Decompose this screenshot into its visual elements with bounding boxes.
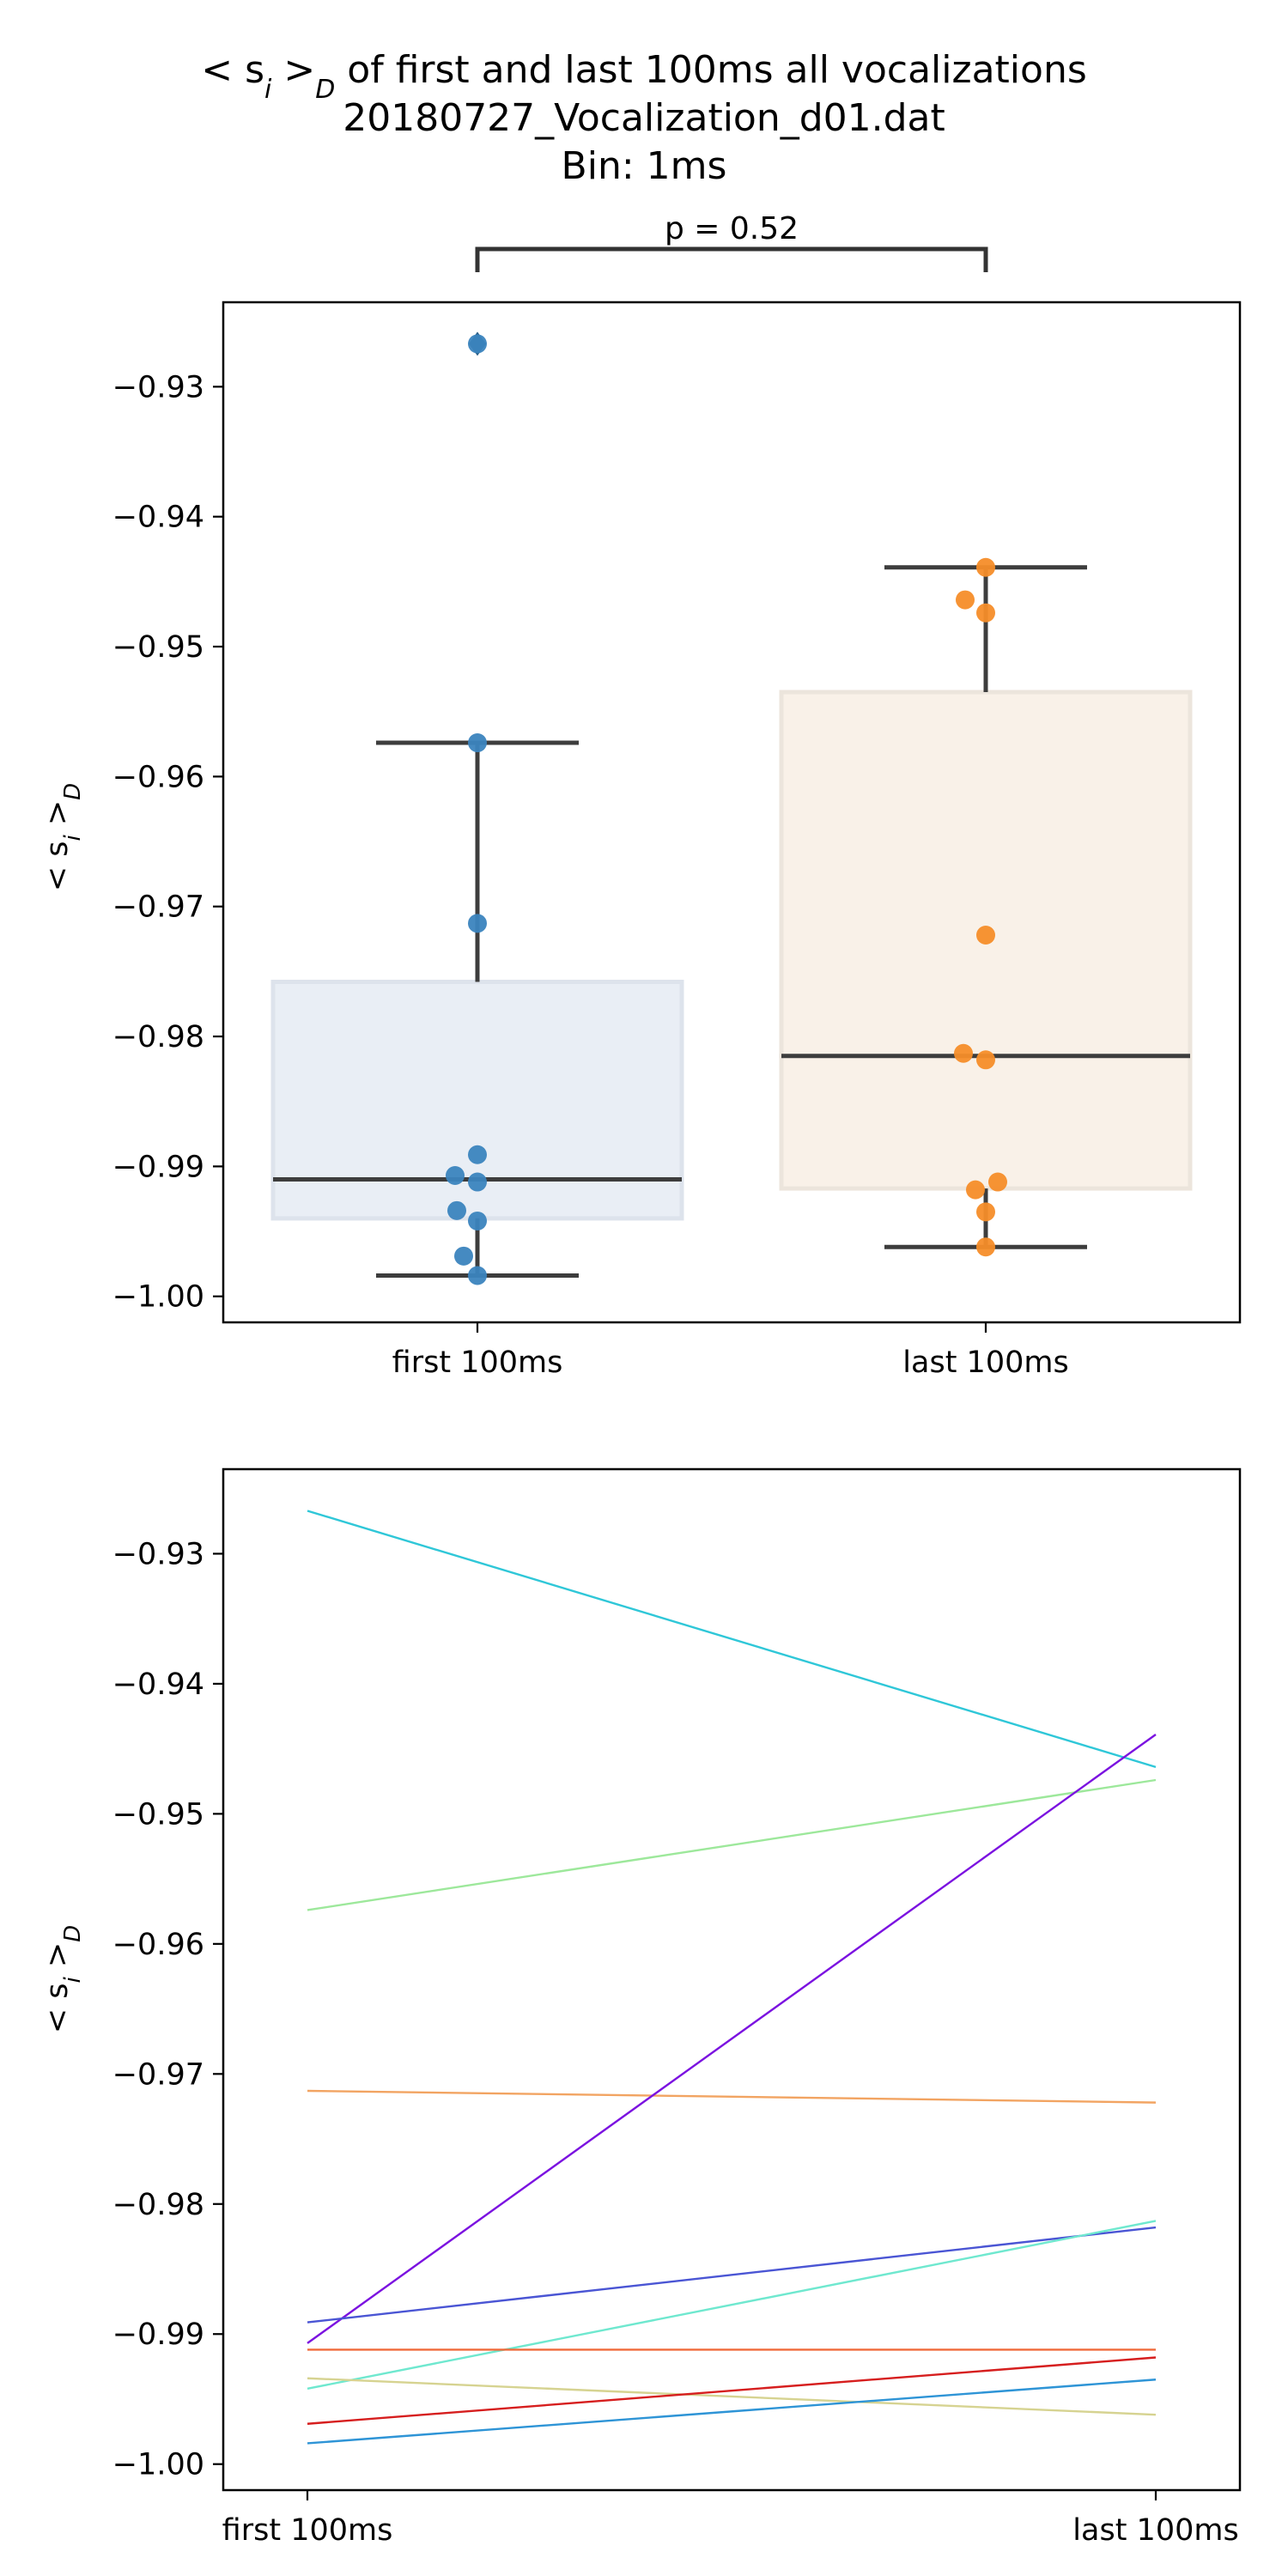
y-axis-ticks: −0.93 −0.94 −0.95 −0.96 −0.97 −0.98 −0.99 −1.00 [112, 1537, 223, 2482]
series-line [307, 2089, 1157, 2104]
data-point [988, 1172, 1007, 1192]
y-tick-label: −0.95 [112, 630, 204, 665]
y-tick-label: −0.93 [112, 1537, 204, 1571]
y-tick-label: −1.00 [112, 2448, 204, 2482]
data-point [954, 1043, 973, 1063]
data-point [454, 1246, 473, 1266]
y-tick-label: −0.93 [112, 370, 204, 404]
figure-title: < si >D of first and last 100ms all voca… [201, 48, 1087, 188]
title-line-1: < si >D of first and last 100ms all voca… [201, 48, 1087, 105]
data-point [446, 1165, 465, 1185]
x-axis-ticks: first 100ms last 100ms [392, 1322, 1069, 1380]
y-tick-label: −0.96 [112, 1928, 204, 1962]
series-line [307, 2220, 1157, 2391]
data-point [468, 733, 487, 753]
y-tick-label: −0.99 [112, 1150, 204, 1184]
x-tick-label: last 100ms [1072, 2513, 1238, 2548]
series-line [307, 1778, 1157, 1911]
data-point [956, 590, 975, 610]
series-line [307, 2379, 1157, 2445]
title-line-2: 20180727_Vocalization_d01.dat [343, 96, 945, 140]
data-point [468, 1211, 487, 1230]
series-line [307, 1510, 1157, 1769]
y-tick-label: −0.94 [112, 501, 204, 535]
y-axis-ticks: −0.93 −0.94 −0.95 −0.96 −0.97 −0.98 −0.99 −1.00 [112, 370, 223, 1315]
y-tick-label: −0.98 [112, 2188, 204, 2222]
data-point [468, 914, 487, 933]
data-point [468, 1172, 487, 1192]
data-point [447, 1200, 466, 1220]
x-tick-label: last 100ms [902, 1346, 1068, 1380]
series-line [307, 2356, 1157, 2425]
data-point [468, 334, 487, 354]
series-line [307, 2226, 1157, 2324]
y-tick-label: −1.00 [112, 1280, 204, 1315]
y-tick-label: −0.96 [112, 760, 204, 794]
y-tick-label: −0.98 [112, 1020, 204, 1054]
data-point [976, 557, 995, 577]
y-tick-label: −0.94 [112, 1668, 204, 1702]
significance-bracket: p = 0.52 [475, 211, 988, 272]
data-point [966, 1180, 985, 1200]
y-tick-label: −0.97 [112, 890, 204, 925]
series-lines [307, 1510, 1157, 2445]
data-point [976, 926, 995, 945]
p-value-label: p = 0.52 [665, 211, 799, 246]
plot-frame [222, 1467, 1242, 2492]
x-tick-label: first 100ms [222, 2513, 393, 2548]
series-line [307, 2377, 1157, 2416]
paired-lines-panel: < si >D −0.93−0.94−0.95−0.96−0.97−0.98−0… [40, 1467, 1242, 2548]
plot-frame [222, 301, 1242, 1324]
y-axis-label: < si >D [40, 1925, 86, 2033]
data-point [976, 1202, 995, 1222]
data-point [468, 1266, 487, 1285]
data-points [446, 334, 1007, 1285]
y-tick-label: −0.99 [112, 2318, 204, 2352]
x-tick-label: first 100ms [392, 1346, 563, 1380]
y-axis-label: < si >D [40, 783, 86, 891]
y-tick-label: −0.97 [112, 2057, 204, 2092]
bracket-line [475, 246, 988, 272]
boxplot-panel: < si >D −0.93−0.94−0.95−0.96−0.97−0.98−0… [40, 301, 1242, 1380]
boxes [270, 331, 1193, 1279]
data-point [976, 1237, 995, 1257]
data-point [976, 603, 995, 623]
series-line [307, 1734, 1157, 2344]
x-axis-ticks: first 100ms last 100ms [222, 2490, 1239, 2548]
title-line-3: Bin: 1ms [562, 144, 727, 188]
y-tick-label: −0.95 [112, 1797, 204, 1832]
data-point [468, 1145, 487, 1164]
data-point [976, 1050, 995, 1070]
